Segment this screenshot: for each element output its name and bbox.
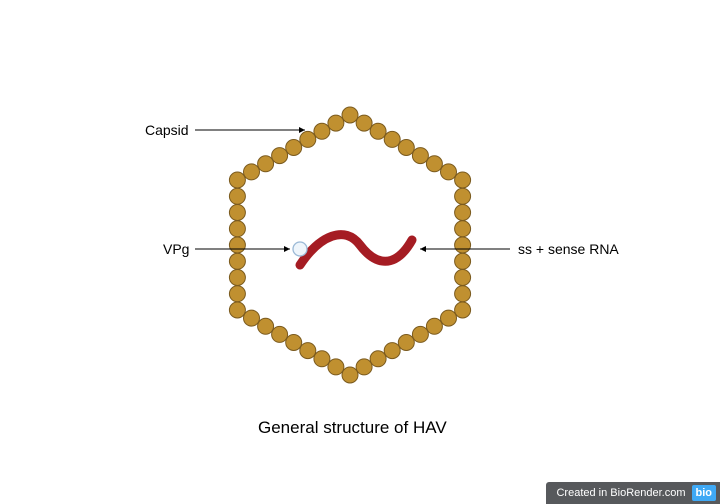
biorender-logo-icon: bio [692,485,717,501]
diagram-caption: General structure of HAV [258,418,447,438]
diagram-canvas: Capsid VPg ss + sense RNA General struct… [0,0,720,504]
rna-strand [300,235,412,265]
vpg-protein [293,242,307,256]
footer-bar: Created in BioRender.com bio [546,482,720,504]
capsid [229,107,470,383]
label-rna: ss + sense RNA [518,241,619,257]
label-capsid: Capsid [145,122,189,138]
label-vpg: VPg [163,241,189,257]
footer-text: Created in BioRender.com [556,487,685,499]
